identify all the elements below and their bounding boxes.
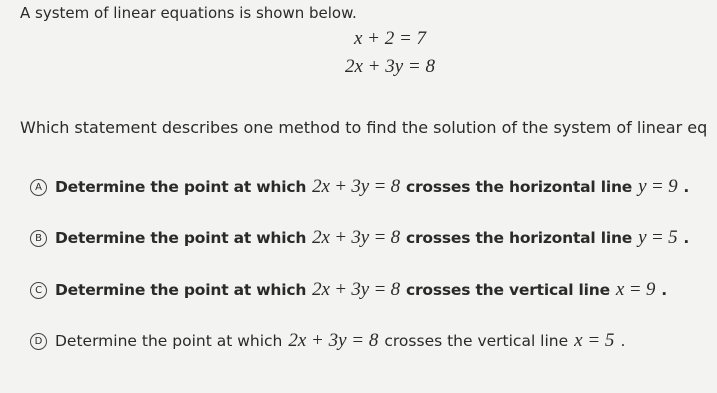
option-text: Determine the point at which [55, 178, 307, 196]
option-end: . [620, 332, 626, 350]
equation: 2x + 3y = 8 [344, 56, 435, 77]
option-line: y = 9 [638, 176, 678, 197]
option-text: Determine the point at which [55, 332, 283, 350]
option-text: crosses the horizontal line [405, 229, 633, 247]
option-letter: D [30, 332, 47, 350]
option-equation: 2x + 3y = 8 [312, 227, 400, 248]
option-equation: 2x + 3y = 8 [312, 176, 400, 197]
option-text: Determine the point at which [55, 229, 307, 247]
option[interactable]: D Determine the point at which 2x + 3y = 8… [30, 330, 625, 352]
option-letter: A [30, 178, 47, 196]
option-end: . [683, 229, 690, 247]
option[interactable]: C Determine the point at which 2x + 3y = 8… [30, 279, 667, 301]
option-text: Determine the point at which [55, 281, 307, 299]
option[interactable]: B Determine the point at which 2x + 3y = 8… [30, 227, 689, 249]
option-line: x = 9 [615, 279, 656, 300]
intro: A system of linear equations is shown be… [20, 4, 357, 22]
option-equation: 2x + 3y = 8 [288, 330, 379, 351]
option-text: crosses the vertical line [384, 332, 569, 350]
option-end: . [683, 178, 690, 196]
option-text: crosses the horizontal line [405, 178, 633, 196]
question: Which statement describes one method to … [20, 118, 708, 137]
option[interactable]: A Determine the point at which 2x + 3y = 8… [30, 176, 689, 198]
option-equation: 2x + 3y = 8 [312, 279, 400, 300]
option-letter: B [30, 229, 47, 247]
option-letter: C [30, 281, 47, 299]
equation: x + 2 = 7 [353, 28, 427, 49]
option-end: . [661, 281, 667, 299]
option-text: crosses the vertical line [405, 281, 610, 299]
option-line: y = 5 [638, 227, 678, 248]
option-line: x = 5 [574, 330, 615, 351]
